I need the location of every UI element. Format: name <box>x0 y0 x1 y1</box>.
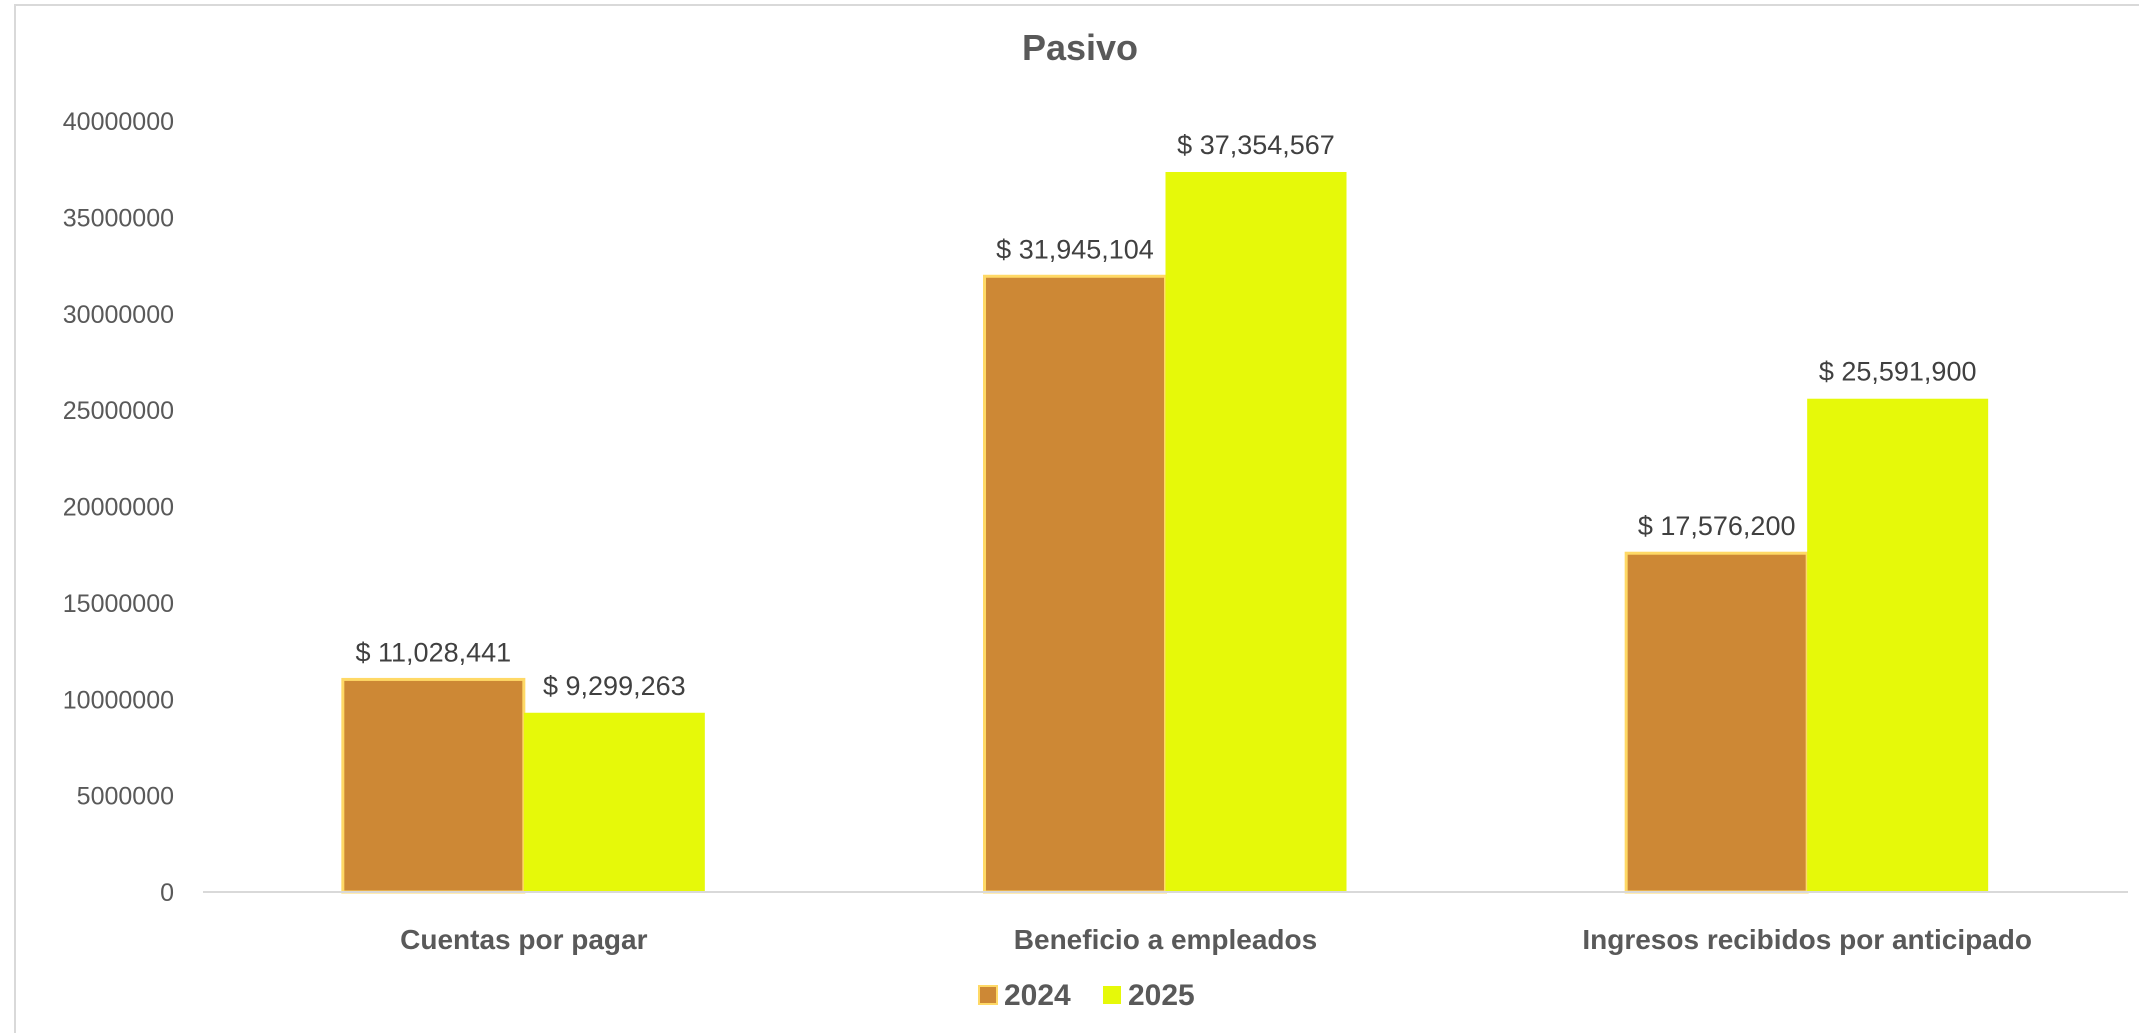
bar-2025-0 <box>523 712 705 892</box>
data-label: $ 9,299,263 <box>543 671 686 701</box>
legend-swatch-2025 <box>1103 986 1121 1004</box>
y-tick-label: 25000000 <box>63 397 174 425</box>
legend-label: 2025 <box>1128 979 1195 1012</box>
y-tick-label: 10000000 <box>63 686 174 714</box>
data-label: $ 17,576,200 <box>1638 511 1796 541</box>
y-tick-label: 0 <box>160 879 174 907</box>
y-tick-label: 40000000 <box>63 108 174 136</box>
y-tick-label: 30000000 <box>63 301 174 329</box>
y-tick-label: 15000000 <box>63 590 174 618</box>
data-label: $ 25,591,900 <box>1819 357 1977 387</box>
bar-2025-2 <box>1807 398 1989 892</box>
data-label: $ 31,945,104 <box>996 234 1154 264</box>
legend-swatch-2024 <box>978 985 998 1005</box>
y-tick-label: 35000000 <box>63 204 174 232</box>
data-labels: $ 11,028,441 $ 9,299,263 $ 31,945,104 $ 37,… <box>356 130 1977 701</box>
bar-2024-0 <box>341 677 526 894</box>
x-axis: Cuentas por pagar Beneficio a empleados In… <box>400 924 2032 955</box>
x-category-label: Cuentas por pagar <box>400 924 647 955</box>
x-category-label: Beneficio a empleados <box>1014 924 1317 955</box>
bar-2024-1 <box>983 274 1167 894</box>
data-label: $ 11,028,441 <box>356 637 512 667</box>
chart-title: Pasivo <box>1022 27 1138 68</box>
x-category-label: Ingresos recibidos por anticipado <box>1582 924 2032 955</box>
data-label: $ 37,354,567 <box>1177 130 1335 160</box>
legend-label: 2024 <box>1004 979 1071 1012</box>
bars <box>341 171 1989 894</box>
bar-2025-1 <box>1165 171 1347 892</box>
legend: 2024 2025 <box>978 979 1195 1012</box>
chart-area: Pasivo 0 5000000 10000000 15000000 20000000 2… <box>14 4 2139 1033</box>
y-axis: 0 5000000 10000000 15000000 20000000 25000000… <box>63 108 174 907</box>
y-tick-label: 5000000 <box>77 783 174 811</box>
bar-2024-2 <box>1624 551 1809 894</box>
y-tick-label: 20000000 <box>63 494 174 522</box>
bar-chart: Pasivo 0 5000000 10000000 15000000 20000000 2… <box>63 27 2128 1012</box>
